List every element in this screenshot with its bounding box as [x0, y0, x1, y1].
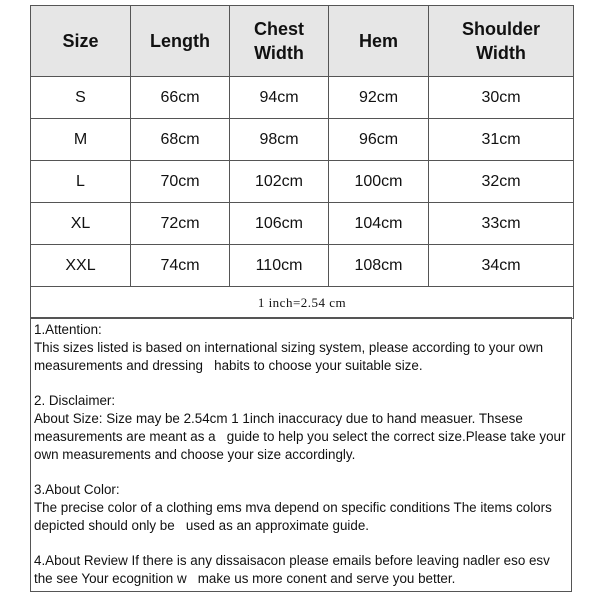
table-cell: 30cm	[428, 76, 574, 119]
table-cell: 100cm	[328, 160, 429, 203]
table-cell: XL	[30, 202, 131, 245]
column-header: Length	[130, 5, 230, 77]
table-cell: S	[30, 76, 131, 119]
conversion-note: 1 inch=2.54 cm	[30, 286, 574, 319]
table-cell: 106cm	[229, 202, 329, 245]
table-cell: M	[30, 118, 131, 161]
note-body: The precise color of a clothing ems mva …	[34, 499, 556, 533]
note-section: 4.About Review If there is any dissaisac…	[34, 552, 571, 588]
table-cell: 70cm	[130, 160, 230, 203]
table-row: XL 72cm 106cm 104cm 33cm	[30, 202, 574, 245]
table-cell: 31cm	[428, 118, 574, 161]
table-cell: 72cm	[130, 202, 230, 245]
note-section: 2. Disclaimer: About Size: Size may be 2.…	[34, 392, 571, 463]
table-row: S 66cm 94cm 92cm 30cm	[30, 76, 574, 119]
note-title: 3.About Color:	[34, 482, 120, 498]
table-cell: 74cm	[130, 244, 230, 287]
note-section: 1.Attention: This sizes listed is based o…	[34, 321, 571, 374]
notes-box: 1.Attention: This sizes listed is based o…	[30, 317, 572, 592]
table-cell: 94cm	[229, 76, 329, 119]
note-body: 4.About Review If there is any dissaisac…	[34, 553, 554, 587]
table-row: XXL 74cm 110cm 108cm 34cm	[30, 244, 574, 287]
note-title: 2. Disclaimer:	[34, 393, 116, 409]
table-cell: 96cm	[328, 118, 429, 161]
size-chart-table: Size Length Chest Width Hem Shoulder Width S 66…	[30, 5, 574, 319]
table-cell: 98cm	[229, 118, 329, 161]
note-body: About Size: Size may be 2.54cm 1 1inch i…	[34, 410, 570, 462]
note-section: 3.About Color: The precise color of a clo…	[34, 481, 571, 534]
note-title: 1.Attention:	[34, 322, 102, 337]
table-cell: 92cm	[328, 76, 429, 119]
column-header: Shoulder Width	[428, 5, 574, 77]
table-cell: L	[30, 160, 131, 203]
table-cell: 34cm	[428, 244, 574, 287]
table-cell: 104cm	[328, 202, 429, 245]
column-header: Size	[30, 5, 131, 77]
note-body: This sizes listed is based on internatio…	[34, 339, 547, 373]
table-cell: 33cm	[428, 202, 574, 245]
table-cell: 32cm	[428, 160, 574, 203]
table-cell: 66cm	[130, 76, 230, 119]
table-cell: 102cm	[229, 160, 329, 203]
table-cell: 108cm	[328, 244, 429, 287]
header-row: Size Length Chest Width Hem Shoulder Width	[30, 5, 574, 77]
table-cell: 68cm	[130, 118, 230, 161]
conversion-row: 1 inch=2.54 cm	[30, 286, 574, 319]
table-cell: 110cm	[229, 244, 329, 287]
table-row: M 68cm 98cm 96cm 31cm	[30, 118, 574, 161]
column-header: Chest Width	[229, 5, 329, 77]
table-cell: XXL	[30, 244, 131, 287]
column-header: Hem	[328, 5, 429, 77]
table-row: L 70cm 102cm 100cm 32cm	[30, 160, 574, 203]
